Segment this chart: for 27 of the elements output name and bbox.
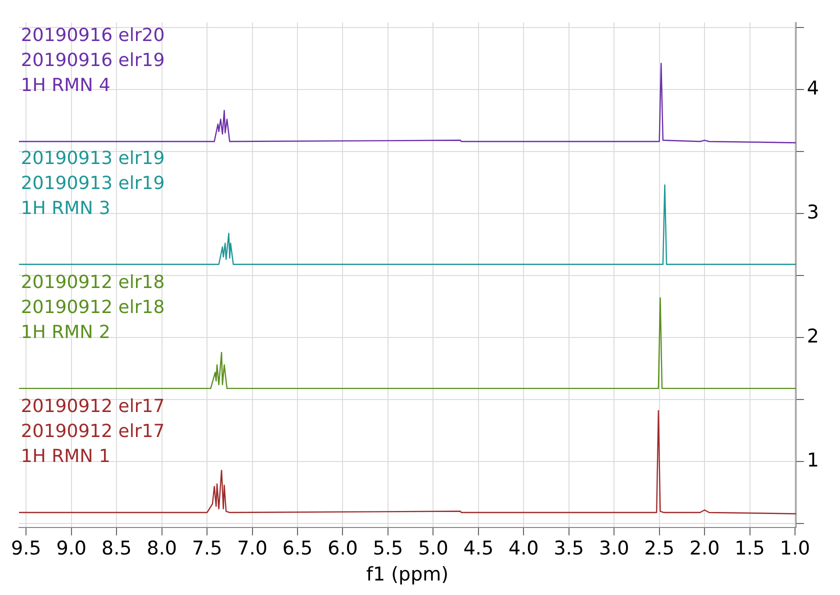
x-tick-label: 2.5 — [644, 538, 674, 560]
y-tick-label: 1 — [806, 450, 820, 472]
x-tick-label: 6.5 — [282, 538, 313, 560]
text: 20190913 elr19 20190913 elr19 1H RMN 3 — [20, 148, 165, 219]
x-tick-label: 5.5 — [372, 538, 404, 560]
y-tick-label: 4 — [806, 77, 820, 100]
text: 20190912 elr18 20190912 elr18 1H RMN 2 — [20, 272, 165, 343]
x-tick-label: 1.5 — [734, 538, 765, 560]
x-tick-label: 3.5 — [554, 538, 584, 560]
x-tick-label: 4.0 — [508, 538, 539, 560]
x-tick-label: 8.5 — [102, 538, 132, 560]
x-tick-label: 7.5 — [192, 538, 222, 560]
x-tick-label: 4.5 — [463, 538, 494, 560]
y-tick-label: 2 — [806, 325, 820, 348]
x-tick-label: 3.0 — [598, 538, 630, 560]
x-tick-label: 6.0 — [328, 538, 358, 560]
x-tick-label: 5.0 — [418, 538, 448, 560]
y-tick-label: 3 — [806, 201, 820, 224]
text: 20190912 elr17 20190912 elr17 1H RMN 1 — [20, 396, 165, 468]
x-tick-label: 9.5 — [11, 538, 42, 560]
text: 20190916 elr20 20190916 elr19 1H RMN 4 — [20, 25, 165, 96]
x-axis-title: f1 (ppm) — [366, 564, 449, 586]
x-tick-label: 7.0 — [237, 538, 268, 560]
x-tick-label: 2.0 — [689, 538, 720, 560]
x-tick-label: 9.0 — [56, 538, 86, 560]
x-tick-label: 8.0 — [146, 538, 177, 560]
x-tick-label: 1.0 — [780, 538, 810, 560]
